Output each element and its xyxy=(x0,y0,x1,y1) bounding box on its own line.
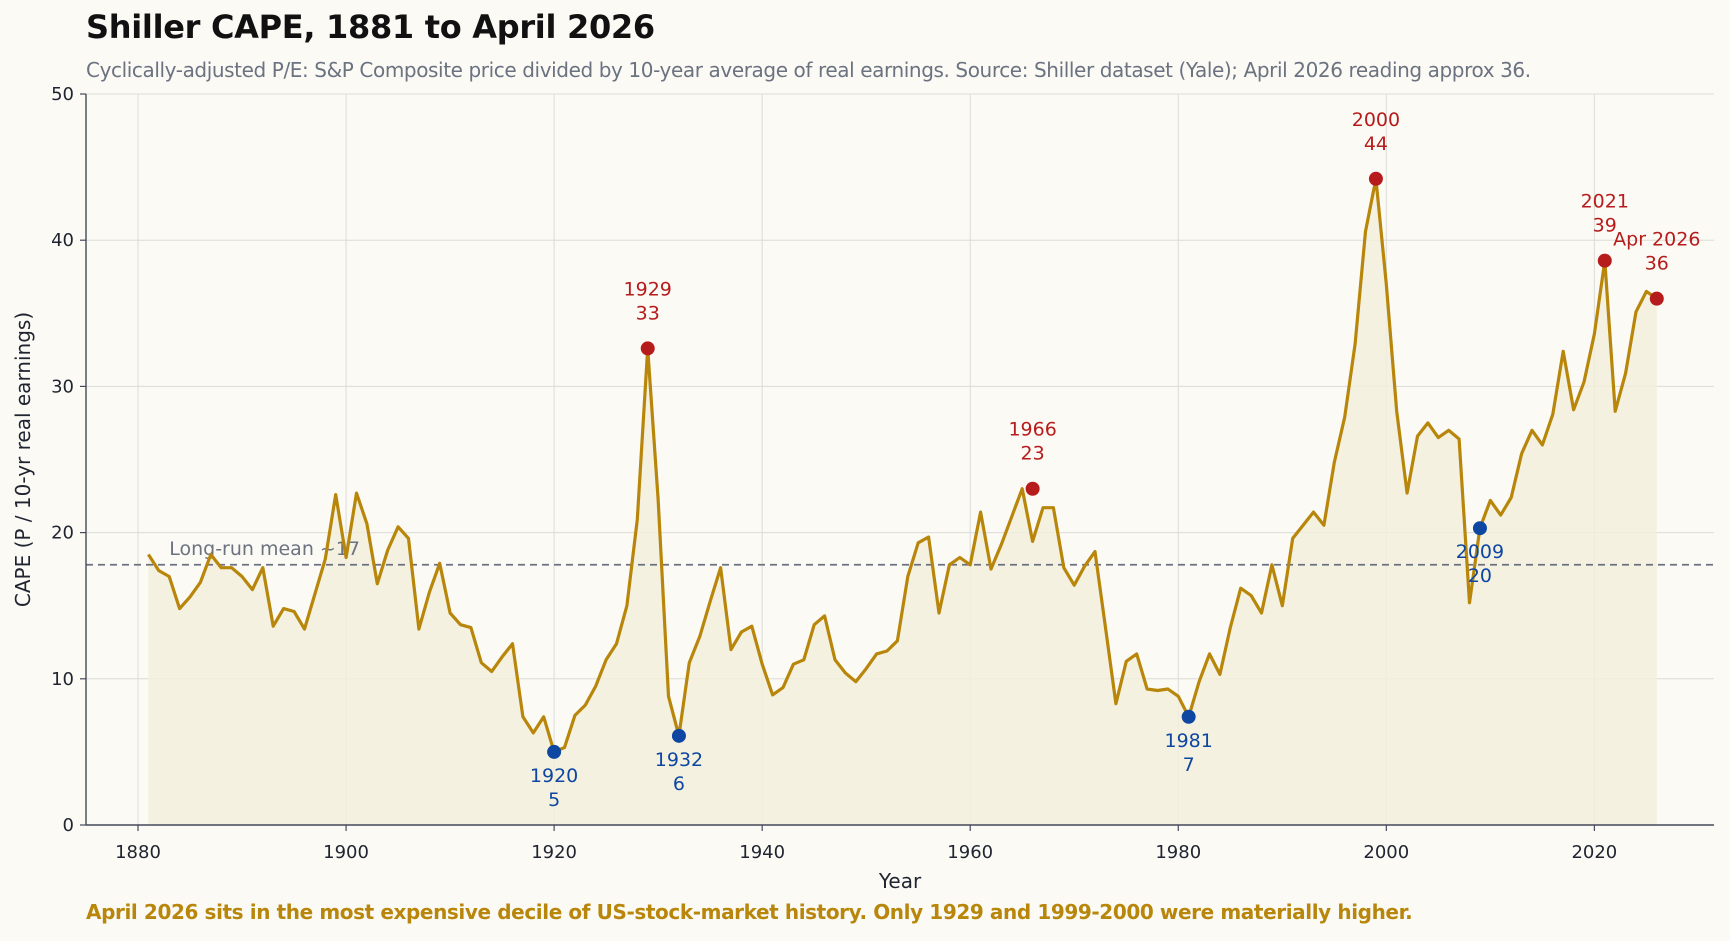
trough-marker xyxy=(1181,709,1196,724)
x-tick-label: 2000 xyxy=(1363,842,1409,863)
trough-year-label: 1932 xyxy=(655,749,703,771)
chart-footer: April 2026 sits in the most expensive de… xyxy=(86,900,1413,924)
peak-marker xyxy=(1368,171,1383,186)
cape-series-line xyxy=(147,177,1658,754)
axes: 0 10 20 30 40 50 1880 1900 1920 1940 1960 1980 2000 2… xyxy=(51,84,1714,863)
y-tick-label: 50 xyxy=(51,84,74,105)
cape-area-fill xyxy=(148,178,1657,826)
x-axis-title: Year xyxy=(878,869,922,893)
y-tick-label: 0 xyxy=(63,815,74,836)
trough-value-label: 20 xyxy=(1468,565,1492,587)
peak-year-label: 1966 xyxy=(1008,419,1056,441)
peak-year-label: 2000 xyxy=(1352,109,1400,131)
trough-year-label: 2009 xyxy=(1456,541,1504,563)
chart-subtitle: Cyclically-adjusted P/E: S&P Composite p… xyxy=(86,58,1531,82)
y-tick-label: 10 xyxy=(51,669,74,690)
trough-year-label: 1981 xyxy=(1164,730,1212,752)
x-tick-label: 1960 xyxy=(947,842,993,863)
peak-value-label: 44 xyxy=(1364,133,1388,155)
trough-value-label: 6 xyxy=(673,773,685,795)
x-tick-label: 2020 xyxy=(1571,842,1617,863)
chart-title: Shiller CAPE, 1881 to April 2026 xyxy=(86,8,655,46)
trough-year-label: 1920 xyxy=(530,765,578,787)
trough-marker xyxy=(671,728,686,743)
peak-year-label: Apr 2026 xyxy=(1613,229,1700,251)
y-tick-label: 40 xyxy=(51,230,74,251)
x-tick-label: 1920 xyxy=(531,842,577,863)
y-tick-label: 30 xyxy=(51,376,74,397)
peak-year-label: 1929 xyxy=(624,278,672,300)
peak-marker xyxy=(1025,481,1040,496)
y-tick-label: 20 xyxy=(51,523,74,544)
peak-marker xyxy=(1649,291,1664,306)
peak-year-label: 2021 xyxy=(1581,191,1629,213)
peak-value-label: 39 xyxy=(1593,215,1617,237)
peak-value-label: 36 xyxy=(1645,253,1669,275)
x-tick-label: 1900 xyxy=(323,842,369,863)
x-tick-label: 1940 xyxy=(739,842,785,863)
y-axis-title: CAPE (P / 10-yr real earnings) xyxy=(11,312,35,607)
x-tick-label: 1980 xyxy=(1155,842,1201,863)
trough-marker xyxy=(547,744,562,759)
peak-value-label: 23 xyxy=(1021,443,1045,465)
trough-value-label: 7 xyxy=(1183,754,1195,776)
x-tick-label: 1880 xyxy=(115,842,161,863)
peak-value-label: 33 xyxy=(636,302,660,324)
peak-marker xyxy=(640,341,655,356)
peak-marker xyxy=(1597,253,1612,268)
trough-marker xyxy=(1472,521,1487,536)
long-run-mean-label: Long-run mean ~17 xyxy=(169,538,360,560)
trough-value-label: 5 xyxy=(548,789,560,811)
